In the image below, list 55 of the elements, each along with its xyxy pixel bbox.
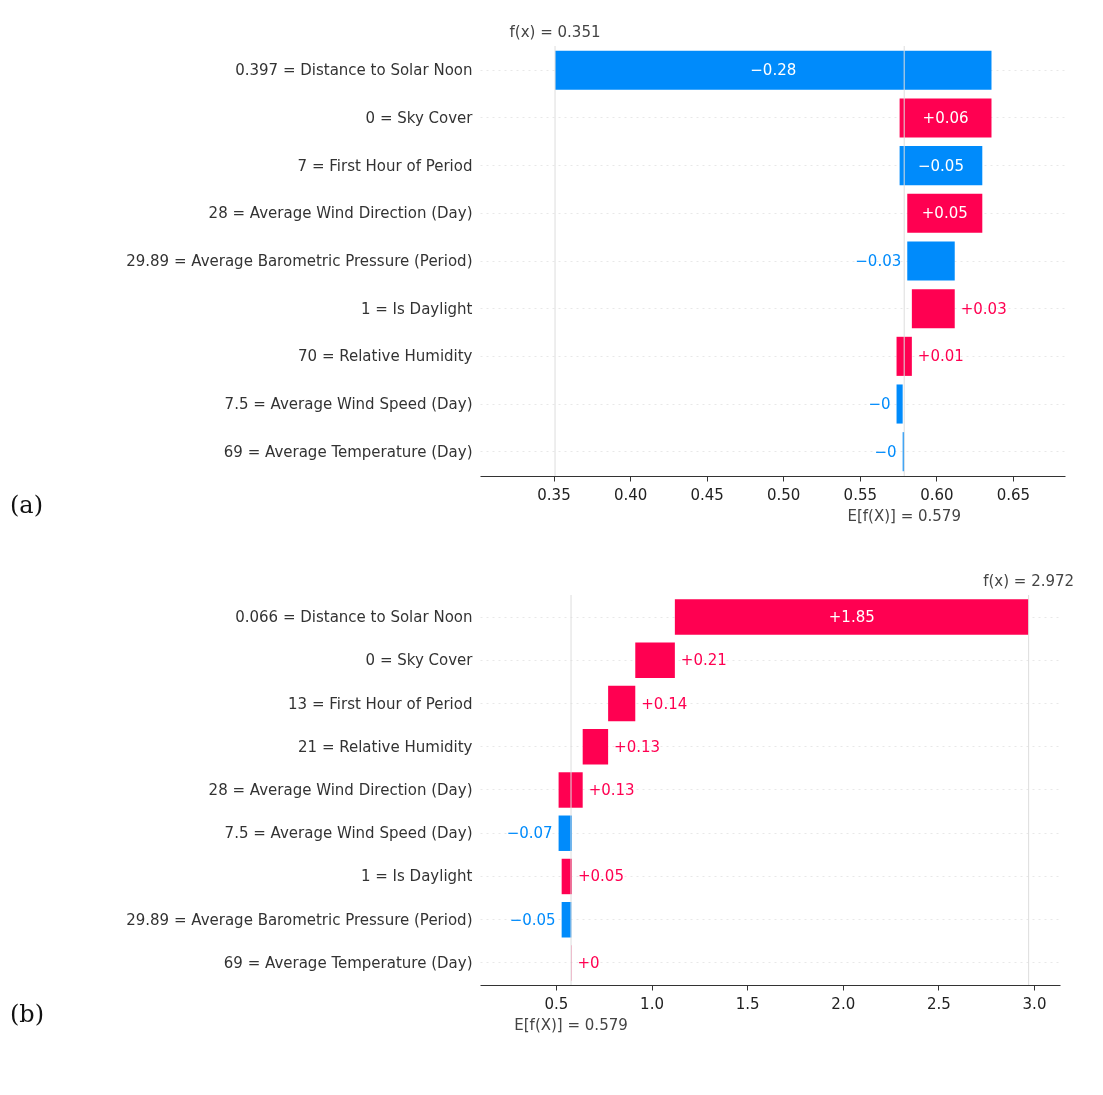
y-tick-label: 69 = Average Temperature (Day) [223, 953, 473, 972]
y-tick-label: 28 = Average Wind Direction (Day) [208, 204, 473, 223]
y-tick-label: 29.89 = Average Barometric Pressure (Period) [126, 910, 473, 929]
y-tick-label: 0 = Sky Cover [365, 108, 474, 127]
data-label: −0.03 [855, 252, 902, 270]
text: (a) [10, 491, 44, 519]
x-tick-label: 3.0 [1022, 994, 1047, 1013]
y-tick-label: 28 = Average Wind Direction (Day) [208, 781, 473, 799]
y-tick-label: 70 = Relative Humidity [298, 347, 473, 366]
y-tick-label: 7.5 = Average Wind Speed (Day) [224, 395, 473, 414]
y-tick-label: 29.89 = Average Barometric Pressure (Period) [126, 252, 473, 270]
data-label: +0 [577, 953, 600, 972]
y-tick-label: 0.397 = Distance to Solar Noon [235, 61, 473, 80]
x-tick-label: 0.5 [544, 994, 569, 1013]
data-label: −0 [868, 395, 891, 414]
data-label: +0.21 [680, 651, 727, 670]
data-label: +0.05 [577, 867, 624, 886]
y-tick-label: 7 = First Hour of Period [297, 156, 473, 175]
x-tick-label: 0.40 [613, 485, 648, 504]
y-tick-label: 7.5 = Average Wind Speed (Day) [224, 824, 473, 843]
x-tick-label: 0.55 [843, 485, 877, 504]
data-label: −0 [874, 442, 897, 461]
data-label: +1.85 [828, 608, 875, 627]
data-label: −0.07 [506, 824, 553, 843]
x-tick-label: 0.50 [767, 485, 801, 504]
y-tick-label: 21 = Relative Humidity [298, 737, 473, 756]
y-tick-label: 0 = Sky Cover [365, 651, 474, 670]
x-tick-label: 0.65 [996, 485, 1031, 504]
data-label: +0.14 [641, 694, 688, 713]
data-label: +0.03 [960, 299, 1007, 318]
x-tick-label: 1.5 [735, 994, 760, 1013]
y-tick-label: 69 = Average Temperature (Day) [223, 442, 473, 461]
y-tick-label: 1 = Is Daylight [360, 867, 473, 886]
text: (b) [10, 1000, 45, 1028]
data-label: −0.05 [917, 156, 964, 175]
ref-line-label: f(x) = 0.351 [509, 23, 601, 41]
y-tick-label: 0.066 = Distance to Solar Noon [235, 608, 473, 627]
ref-line-label: E[f(X)] = 0.579 [847, 507, 961, 525]
data-label: +0.13 [588, 781, 635, 799]
data-label: +0.05 [921, 204, 968, 223]
data-label: +0.01 [917, 347, 964, 366]
ref-line-label: E[f(X)] = 0.579 [514, 1016, 628, 1034]
x-tick-label: 2.5 [926, 994, 951, 1013]
x-tick-label: 0.35 [537, 485, 571, 504]
data-label: −0.05 [509, 910, 556, 929]
data-label: +0.13 [614, 737, 661, 756]
x-tick-label: 0.45 [690, 485, 724, 504]
ref-line-label: f(x) = 2.972 [983, 572, 1075, 590]
y-tick-label: 1 = Is Daylight [360, 299, 473, 318]
y-tick-label: 13 = First Hour of Period [288, 694, 473, 713]
x-tick-label: 0.60 [920, 485, 954, 504]
x-tick-label: 2.0 [831, 994, 856, 1013]
data-label: +0.06 [922, 108, 969, 127]
data-label: −0.28 [750, 61, 797, 80]
x-tick-label: 1.0 [640, 994, 664, 1013]
